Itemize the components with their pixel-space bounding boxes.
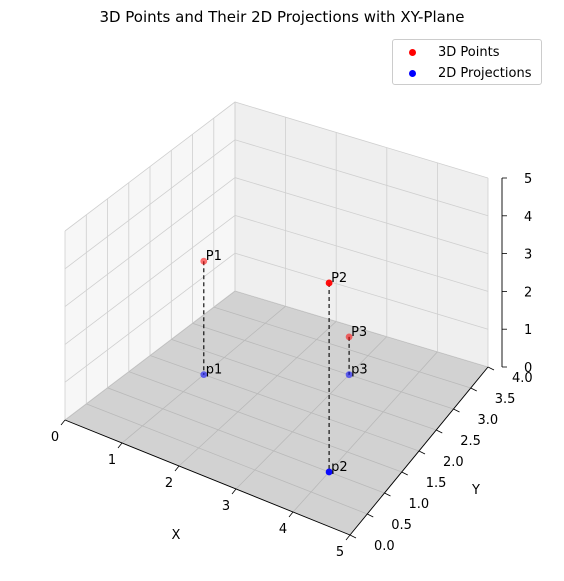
grid-line-z bbox=[64, 177, 489, 307]
x-tick-label: 3 bbox=[222, 499, 230, 514]
z-tick-label: 3 bbox=[524, 248, 532, 263]
point-3d-p2 bbox=[325, 279, 333, 287]
x-tick-label: 1 bbox=[108, 453, 116, 468]
legend: 3D Points 2D Projections bbox=[392, 39, 542, 85]
y-tick-mark bbox=[487, 366, 495, 371]
point-2d-p1 bbox=[200, 371, 208, 378]
y-tick-label: 0.0 bbox=[374, 539, 395, 554]
y-tick-label: 3.5 bbox=[495, 392, 516, 407]
grid-line-z bbox=[64, 252, 489, 383]
y-tick-mark bbox=[418, 450, 426, 455]
legend-label-3d-points: 3D Points bbox=[438, 44, 500, 60]
x-tick-mark bbox=[174, 465, 180, 472]
y-tick-mark bbox=[367, 513, 374, 518]
y-tick-mark bbox=[384, 492, 391, 497]
y-tick-label: 0.5 bbox=[391, 518, 412, 533]
z-tick-label: 1 bbox=[524, 323, 532, 338]
x-tick-label: 5 bbox=[336, 545, 344, 560]
x-tick-mark bbox=[117, 442, 123, 449]
x-tick-label: 4 bbox=[279, 522, 287, 537]
point-2d-p2 bbox=[325, 468, 333, 476]
grid-line-z bbox=[64, 101, 489, 232]
z-tick-label: 0 bbox=[524, 361, 532, 376]
point-label-p2: p2 bbox=[331, 460, 348, 475]
legend-marker-2d-projections bbox=[409, 69, 416, 77]
legend-label-2d-projections: 2D Projections bbox=[438, 65, 532, 81]
y-tick-label: 2.5 bbox=[460, 434, 481, 449]
y-tick-mark bbox=[436, 429, 443, 434]
point-label-p3: P3 bbox=[351, 325, 367, 340]
point-label-p2: P2 bbox=[331, 271, 347, 286]
x-tick-label: 2 bbox=[165, 476, 173, 491]
xy-plane-surface bbox=[65, 291, 488, 535]
legend-marker-3d-points bbox=[409, 48, 416, 56]
xy-plane bbox=[65, 291, 488, 535]
z-tick-label: 2 bbox=[524, 285, 532, 300]
x-axis-label: X bbox=[172, 528, 181, 543]
y-tick-label: 3.0 bbox=[478, 413, 499, 428]
point-2d-p3 bbox=[345, 371, 353, 379]
point-3d-p1 bbox=[200, 257, 208, 265]
y-tick-mark bbox=[401, 471, 408, 476]
y-tick-mark bbox=[453, 408, 460, 413]
point-label-p1: p1 bbox=[206, 363, 223, 378]
y-tick-mark bbox=[349, 534, 357, 539]
y-tick-label: 1.5 bbox=[426, 476, 447, 491]
x-tick-label: 0 bbox=[51, 430, 59, 445]
y-tick-label: 4.0 bbox=[512, 371, 533, 386]
chart-title: 3D Points and Their 2D Projections with … bbox=[99, 8, 465, 26]
z-tick-label: 5 bbox=[524, 172, 532, 187]
legend-item-3d-points: 3D Points bbox=[393, 42, 499, 62]
grid-line-z bbox=[64, 139, 489, 270]
x-tick-mark bbox=[60, 419, 66, 426]
x-tick-mark bbox=[345, 534, 351, 541]
back-pane bbox=[235, 102, 488, 367]
y-tick-label: 1.0 bbox=[409, 497, 430, 512]
y-tick-mark bbox=[470, 387, 477, 392]
floor-pane bbox=[65, 291, 488, 535]
grid-line-z bbox=[64, 214, 489, 345]
legend-item-2d-projections: 2D Projections bbox=[393, 63, 531, 83]
y-axis-label: Y bbox=[471, 483, 480, 498]
point-label-p3: p3 bbox=[351, 363, 368, 378]
x-tick-mark bbox=[231, 488, 237, 495]
x-axis-line bbox=[64, 419, 351, 536]
z-tick-label: 4 bbox=[524, 210, 532, 225]
data-marks: P1 P2 P3 p1 p2 p3 bbox=[200, 249, 368, 476]
grid-line-z bbox=[64, 290, 489, 421]
x-tick-mark bbox=[288, 511, 294, 518]
point-3d-p3 bbox=[345, 333, 353, 341]
y-tick-label: 2.0 bbox=[443, 455, 464, 470]
point-label-p1: P1 bbox=[206, 249, 222, 264]
